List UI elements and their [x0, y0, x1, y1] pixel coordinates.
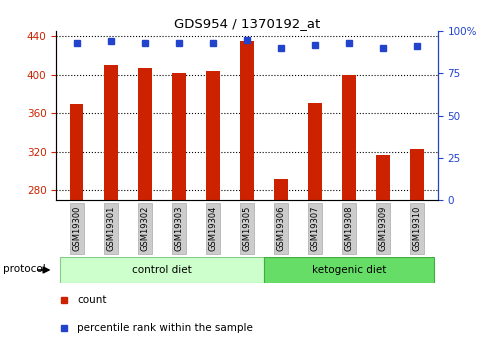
- Text: GSM19302: GSM19302: [140, 206, 149, 251]
- Bar: [104, 65, 117, 200]
- Text: percentile rank within the sample: percentile rank within the sample: [77, 323, 253, 333]
- Title: GDS954 / 1370192_at: GDS954 / 1370192_at: [173, 17, 320, 30]
- Bar: [205, 71, 219, 200]
- Bar: [409, 149, 423, 200]
- Bar: [172, 72, 185, 200]
- Bar: [342, 75, 355, 200]
- Bar: [70, 104, 83, 200]
- Text: GSM19301: GSM19301: [106, 206, 115, 251]
- Bar: [138, 68, 151, 200]
- Text: control diet: control diet: [132, 265, 191, 275]
- Text: GSM19300: GSM19300: [72, 206, 81, 251]
- Bar: [274, 179, 287, 200]
- Text: protocol: protocol: [3, 264, 45, 274]
- Text: GSM19308: GSM19308: [344, 206, 353, 251]
- Text: count: count: [77, 295, 106, 305]
- Text: GSM19309: GSM19309: [378, 206, 387, 251]
- Text: GSM19303: GSM19303: [174, 206, 183, 251]
- Text: GSM19307: GSM19307: [310, 206, 319, 251]
- Bar: [60, 257, 264, 283]
- Text: GSM19304: GSM19304: [208, 206, 217, 251]
- Text: GSM19305: GSM19305: [242, 206, 251, 251]
- Bar: [307, 102, 321, 200]
- Text: GSM19310: GSM19310: [412, 206, 421, 251]
- Bar: [240, 41, 253, 200]
- Text: ketogenic diet: ketogenic diet: [311, 265, 386, 275]
- Text: GSM19306: GSM19306: [276, 206, 285, 251]
- Bar: [264, 257, 433, 283]
- Bar: [376, 155, 389, 200]
